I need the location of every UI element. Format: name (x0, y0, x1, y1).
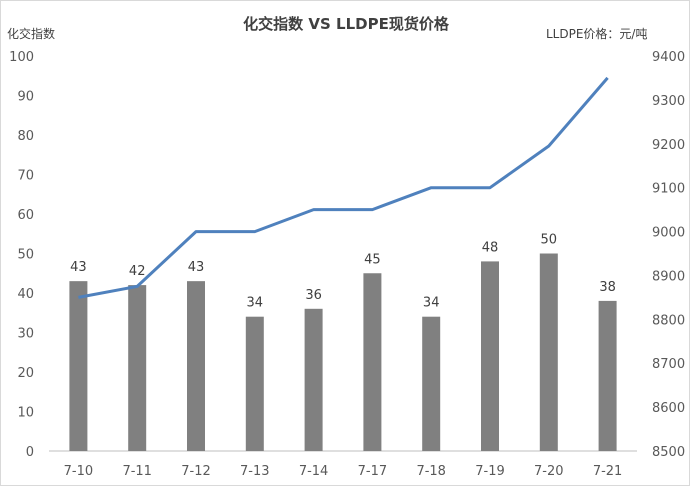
y-right-tick-label: 9100 (652, 182, 685, 197)
x-tick-label: 7-18 (416, 464, 446, 479)
y-left-tick-label: 50 (17, 248, 34, 263)
bar (481, 261, 499, 451)
y-left-tick-label: 80 (17, 129, 34, 144)
bar (422, 316, 441, 451)
bar-value-label: 45 (364, 252, 381, 267)
bar-value-label: 42 (129, 264, 146, 279)
x-tick-label: 7-12 (181, 464, 211, 479)
series-line (78, 76, 609, 299)
bar-value-label: 50 (541, 233, 558, 248)
bar-value-label: 48 (482, 240, 499, 255)
y-left-tick-label: 10 (17, 406, 34, 421)
y-right-tick-label: 9300 (652, 94, 685, 109)
y-left-tick-label: 30 (17, 327, 34, 342)
bar-value-label: 36 (305, 288, 322, 303)
x-tick-label: 7-13 (240, 464, 270, 479)
y-left-tick-label: 60 (17, 208, 34, 223)
x-tick-label: 7-19 (475, 464, 505, 479)
y-axis-right-label: LLDPE价格：元/吨 (546, 27, 648, 41)
x-tick-label: 7-14 (299, 464, 329, 479)
y-right-tick-label: 8800 (652, 313, 685, 328)
y-left-tick-label: 20 (17, 366, 34, 381)
x-tick-label: 7-20 (534, 464, 564, 479)
y-left-tick-label: 70 (17, 169, 34, 184)
bar (598, 300, 617, 451)
bar (69, 281, 88, 451)
y-left-tick-label: 40 (17, 287, 34, 302)
y-left-tick-label: 100 (9, 50, 34, 65)
y-right-tick-label: 8700 (652, 357, 685, 372)
bar (245, 316, 264, 451)
x-tick-label: 7-21 (593, 464, 623, 479)
y-right-tick-label: 8500 (652, 445, 685, 460)
bar (363, 273, 382, 451)
bar (187, 281, 205, 451)
bar-value-label: 43 (70, 260, 87, 275)
y-right-tick-label: 8900 (652, 269, 685, 284)
bar-value-label: 38 (599, 280, 616, 295)
y-right-tick-label: 9200 (652, 138, 685, 153)
x-tick-label: 7-10 (64, 464, 94, 479)
y-right-tick-label: 8600 (652, 401, 685, 416)
x-tick-label: 7-17 (358, 464, 388, 479)
y-right-tick-label: 9000 (652, 226, 685, 241)
y-axis-left-label: 化交指数 (7, 27, 56, 41)
x-tick-label: 7-11 (122, 464, 152, 479)
bar (304, 308, 323, 451)
bar-value-label: 34 (423, 296, 440, 311)
bar-value-label: 43 (188, 260, 205, 275)
bar-value-label: 34 (247, 296, 264, 311)
chart-title: 化交指数 VS LLDPE现货价格 (243, 15, 449, 33)
y-left-tick-label: 0 (26, 445, 34, 460)
y-left-tick-label: 90 (17, 90, 34, 105)
y-right-tick-label: 9400 (652, 50, 685, 65)
bar (539, 253, 558, 451)
bar (128, 285, 147, 451)
